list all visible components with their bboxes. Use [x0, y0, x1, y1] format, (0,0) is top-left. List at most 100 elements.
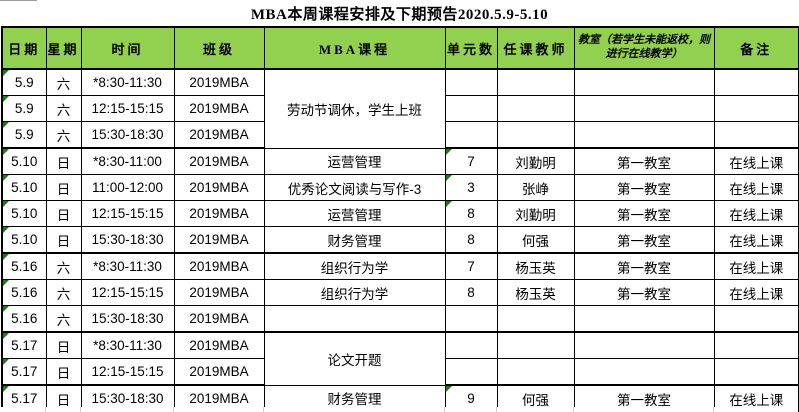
cell-note: 在线上课 — [713, 279, 799, 306]
cutoff-cell — [574, 407, 714, 412]
column-header-time: 时间 — [80, 26, 175, 70]
cell-weekday: 六 — [45, 279, 82, 306]
cutoff-cell — [1, 407, 46, 412]
stray-gridline — [0, 0, 37, 1]
cell-date: 5.9 — [1, 121, 47, 149]
cutoff-cell — [46, 407, 82, 412]
cell-date: 5.16 — [1, 305, 47, 333]
column-header-date: 日期 — [1, 26, 47, 70]
cell-room: 第一教室 — [573, 252, 715, 280]
cell-note: 在线上课 — [713, 200, 799, 227]
table-row: 5.10 日 11:00-12:00 2019MBA 优秀论文阅读与写作-3 3 张峥 第一教… — [1, 174, 799, 201]
cell-teacher — [496, 358, 575, 386]
cell-date: 5.10 — [1, 147, 47, 175]
column-header-weekday: 星期 — [45, 26, 82, 70]
cell-room — [573, 358, 715, 386]
cell-note: 在线上课 — [713, 226, 799, 254]
cell-time: 15:30-18:30 — [80, 305, 175, 333]
cell-units — [444, 68, 498, 96]
cell-time: *8:30-11:00 — [80, 147, 175, 175]
table-row: 5.9 六 *8:30-11:30 2019MBA 劳动节调休，学生上班 — [1, 68, 799, 149]
table-row: 5.10 日 *8:30-11:00 2019MBA 运营管理 7 刘勤明 第一教室 在线上课 — [1, 147, 799, 175]
cell-room — [573, 305, 715, 333]
table-row: 5.9 六 15:30-18:30 2019MBA — [1, 121, 799, 149]
cell-teacher — [496, 95, 575, 122]
cell-room — [573, 68, 715, 96]
column-header-class: 班级 — [173, 26, 265, 70]
cell-date: 5.10 — [1, 226, 47, 254]
table-body: 5.9 六 *8:30-11:30 2019MBA 劳动节调休，学生上班 5.9 六 12:1… — [1, 68, 799, 412]
cell-course: 组织行为学 — [263, 252, 446, 280]
cell-course: 劳动节调休，学生上班 — [263, 68, 446, 149]
cell-time: *8:30-11:30 — [80, 252, 175, 280]
cell-units: 8 — [444, 279, 498, 306]
cell-note — [713, 95, 799, 122]
cell-room: 第一教室 — [573, 226, 715, 254]
cell-units: 7 — [444, 252, 498, 280]
cutoff-cell — [264, 407, 445, 412]
cell-weekday: 日 — [45, 200, 82, 227]
cell-weekday: 日 — [45, 226, 82, 254]
cell-units: 3 — [444, 174, 498, 201]
cell-room: 第一教室 — [573, 174, 715, 201]
cell-note — [713, 331, 799, 359]
cell-course: 财务管理 — [263, 226, 446, 254]
cell-date: 5.16 — [1, 279, 47, 306]
cutoff-cell — [445, 407, 498, 412]
cell-note: 在线上课 — [713, 174, 799, 201]
table-row: 5.10 日 15:30-18:30 2019MBA 财务管理 8 何强 第一教室 在线上课 — [1, 226, 799, 254]
cell-room — [573, 331, 715, 359]
cell-units — [444, 331, 498, 359]
cell-weekday: 六 — [45, 68, 82, 96]
cell-note — [713, 68, 799, 96]
cell-teacher: 张峥 — [496, 174, 575, 201]
cutoff-next-row — [1, 407, 798, 412]
cell-date: 5.9 — [1, 95, 47, 122]
cell-units — [444, 305, 498, 333]
cell-note — [713, 305, 799, 333]
cell-teacher: 刘勤明 — [496, 147, 575, 175]
cell-units — [444, 95, 498, 122]
column-header-room: 教室（若学生未能返校，则进行在线教学） — [573, 26, 715, 70]
column-header-units: 单元数 — [444, 26, 498, 70]
cell-time: 12:15-15:15 — [80, 200, 175, 227]
cell-room: 第一教室 — [573, 147, 715, 175]
cell-class: 2019MBA — [173, 147, 265, 175]
cell-class: 2019MBA — [173, 305, 265, 333]
cell-teacher: 杨玉英 — [496, 252, 575, 280]
cell-teacher — [496, 68, 575, 96]
table-row: 5.10 日 12:15-15:15 2019MBA 运营管理 8 刘勤明 第一教室 在线上课 — [1, 200, 799, 227]
cell-class: 2019MBA — [173, 226, 265, 254]
cell-time: 12:15-15:15 — [80, 95, 175, 122]
cell-room: 第一教室 — [573, 279, 715, 306]
cell-note: 在线上课 — [713, 252, 799, 280]
cell-teacher: 刘勤明 — [496, 200, 575, 227]
cutoff-cell — [174, 407, 265, 412]
table-row: 5.17 日 *8:30-11:30 2019MBA 论文开题 — [1, 331, 799, 386]
cell-course — [263, 305, 446, 333]
cell-room — [573, 95, 715, 122]
cell-class: 2019MBA — [173, 252, 265, 280]
cell-time: 12:15-15:15 — [80, 358, 175, 386]
cell-note — [713, 358, 799, 386]
cell-weekday: 六 — [45, 121, 82, 149]
cell-date: 5.16 — [1, 252, 47, 280]
cell-units: 7 — [444, 147, 498, 175]
cell-class: 2019MBA — [173, 68, 265, 96]
cell-weekday: 六 — [45, 305, 82, 333]
cell-units: 8 — [444, 200, 498, 227]
cell-units — [444, 121, 498, 149]
schedule-table: 日期 星期 时间 班级 MBA课程 单元数 任课教师 教室（若学生未能返校，则进行在线教学）备… — [1, 26, 799, 412]
cell-teacher: 杨玉英 — [496, 279, 575, 306]
cell-class: 2019MBA — [173, 174, 265, 201]
cell-teacher — [496, 121, 575, 149]
cell-date: 5.10 — [1, 174, 47, 201]
cell-note: 在线上课 — [713, 147, 799, 175]
cell-date: 5.9 — [1, 68, 47, 96]
cell-weekday: 六 — [45, 95, 82, 122]
cell-class: 2019MBA — [173, 279, 265, 306]
table-row: 5.16 六 *8:30-11:30 2019MBA 组织行为学 7 杨玉英 第一教室 在线上课 — [1, 252, 799, 280]
cell-weekday: 日 — [45, 331, 82, 359]
header-row: 日期 星期 时间 班级 MBA课程 单元数 任课教师 教室（若学生未能返校，则进行在线教学）备… — [1, 26, 799, 70]
